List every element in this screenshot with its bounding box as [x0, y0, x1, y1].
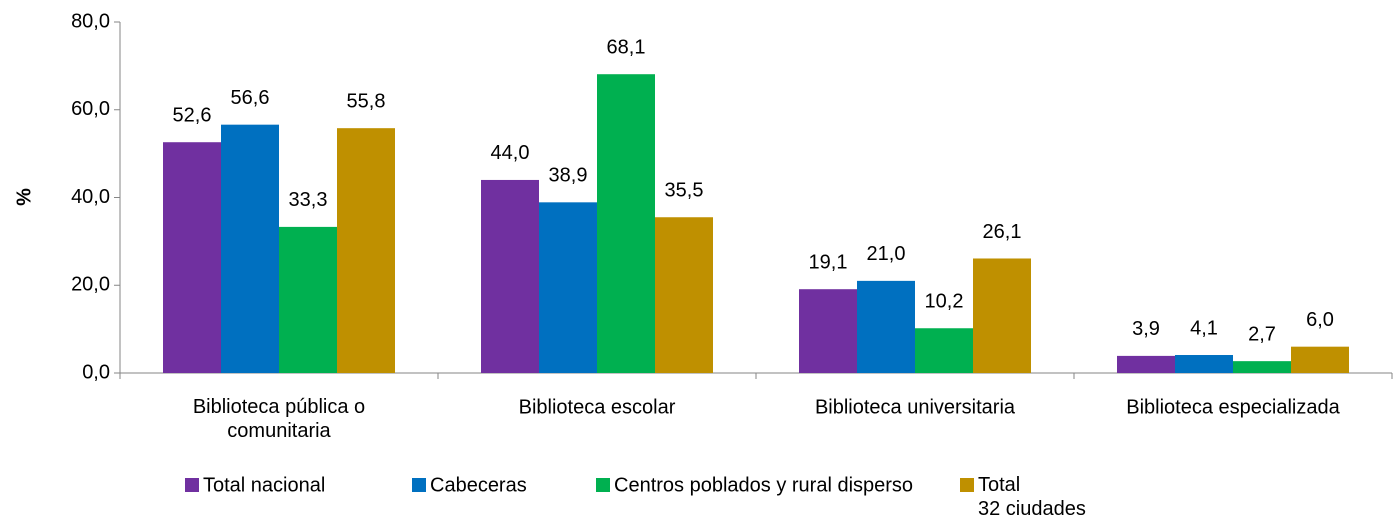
y-tick-label: 80,0: [71, 10, 110, 32]
value-label: 55,8: [347, 90, 386, 112]
legend-swatch: [596, 478, 610, 492]
bar: [1233, 361, 1291, 373]
value-label: 6,0: [1306, 309, 1334, 331]
value-label: 10,2: [925, 291, 964, 313]
bar: [337, 128, 395, 373]
bar: [1175, 355, 1233, 373]
y-axis-label: %: [13, 188, 35, 206]
bar: [539, 202, 597, 373]
y-tick-label: 20,0: [71, 274, 110, 296]
y-tick-label: 0,0: [82, 361, 110, 383]
bar: [221, 124, 279, 373]
x-tick-label: Biblioteca escolar: [519, 396, 676, 418]
value-label: 35,5: [665, 180, 704, 202]
bar: [597, 74, 655, 374]
x-tick-label: Biblioteca especializada: [1126, 396, 1340, 418]
bar: [1117, 355, 1175, 373]
legend-swatch: [185, 478, 199, 492]
value-label: 26,1: [983, 221, 1022, 243]
legend-label: Total nacional: [203, 474, 325, 496]
bar: [857, 280, 915, 373]
value-label: 19,1: [809, 251, 848, 273]
bar: [915, 328, 973, 373]
y-tick-label: 60,0: [71, 98, 110, 120]
bar: [1291, 346, 1349, 373]
value-label: 2,7: [1248, 323, 1276, 345]
value-label: 44,0: [491, 142, 530, 164]
x-tick-label: Biblioteca universitaria: [815, 396, 1016, 418]
bar: [655, 217, 713, 373]
bar: [163, 142, 221, 373]
bar: [279, 226, 337, 373]
value-label: 38,9: [549, 165, 588, 187]
value-label: 56,6: [231, 87, 270, 109]
value-label: 21,0: [867, 243, 906, 265]
bar: [481, 179, 539, 373]
y-tick-label: 40,0: [71, 186, 110, 208]
value-label: 3,9: [1132, 318, 1160, 340]
value-label: 52,6: [173, 104, 212, 126]
legend-label: Total 32 ciudades: [978, 474, 1086, 520]
legend-label: Cabeceras: [430, 474, 527, 496]
x-tick-label: Biblioteca pública o comunitaria: [193, 396, 365, 442]
bar: [799, 289, 857, 373]
bar: [973, 258, 1031, 373]
legend-label: Centros poblados y rural disperso: [614, 474, 913, 496]
value-label: 33,3: [289, 189, 328, 211]
value-label: 4,1: [1190, 317, 1218, 339]
legend-swatch: [412, 478, 426, 492]
legend-swatch: [960, 478, 974, 492]
value-label: 68,1: [607, 36, 646, 58]
